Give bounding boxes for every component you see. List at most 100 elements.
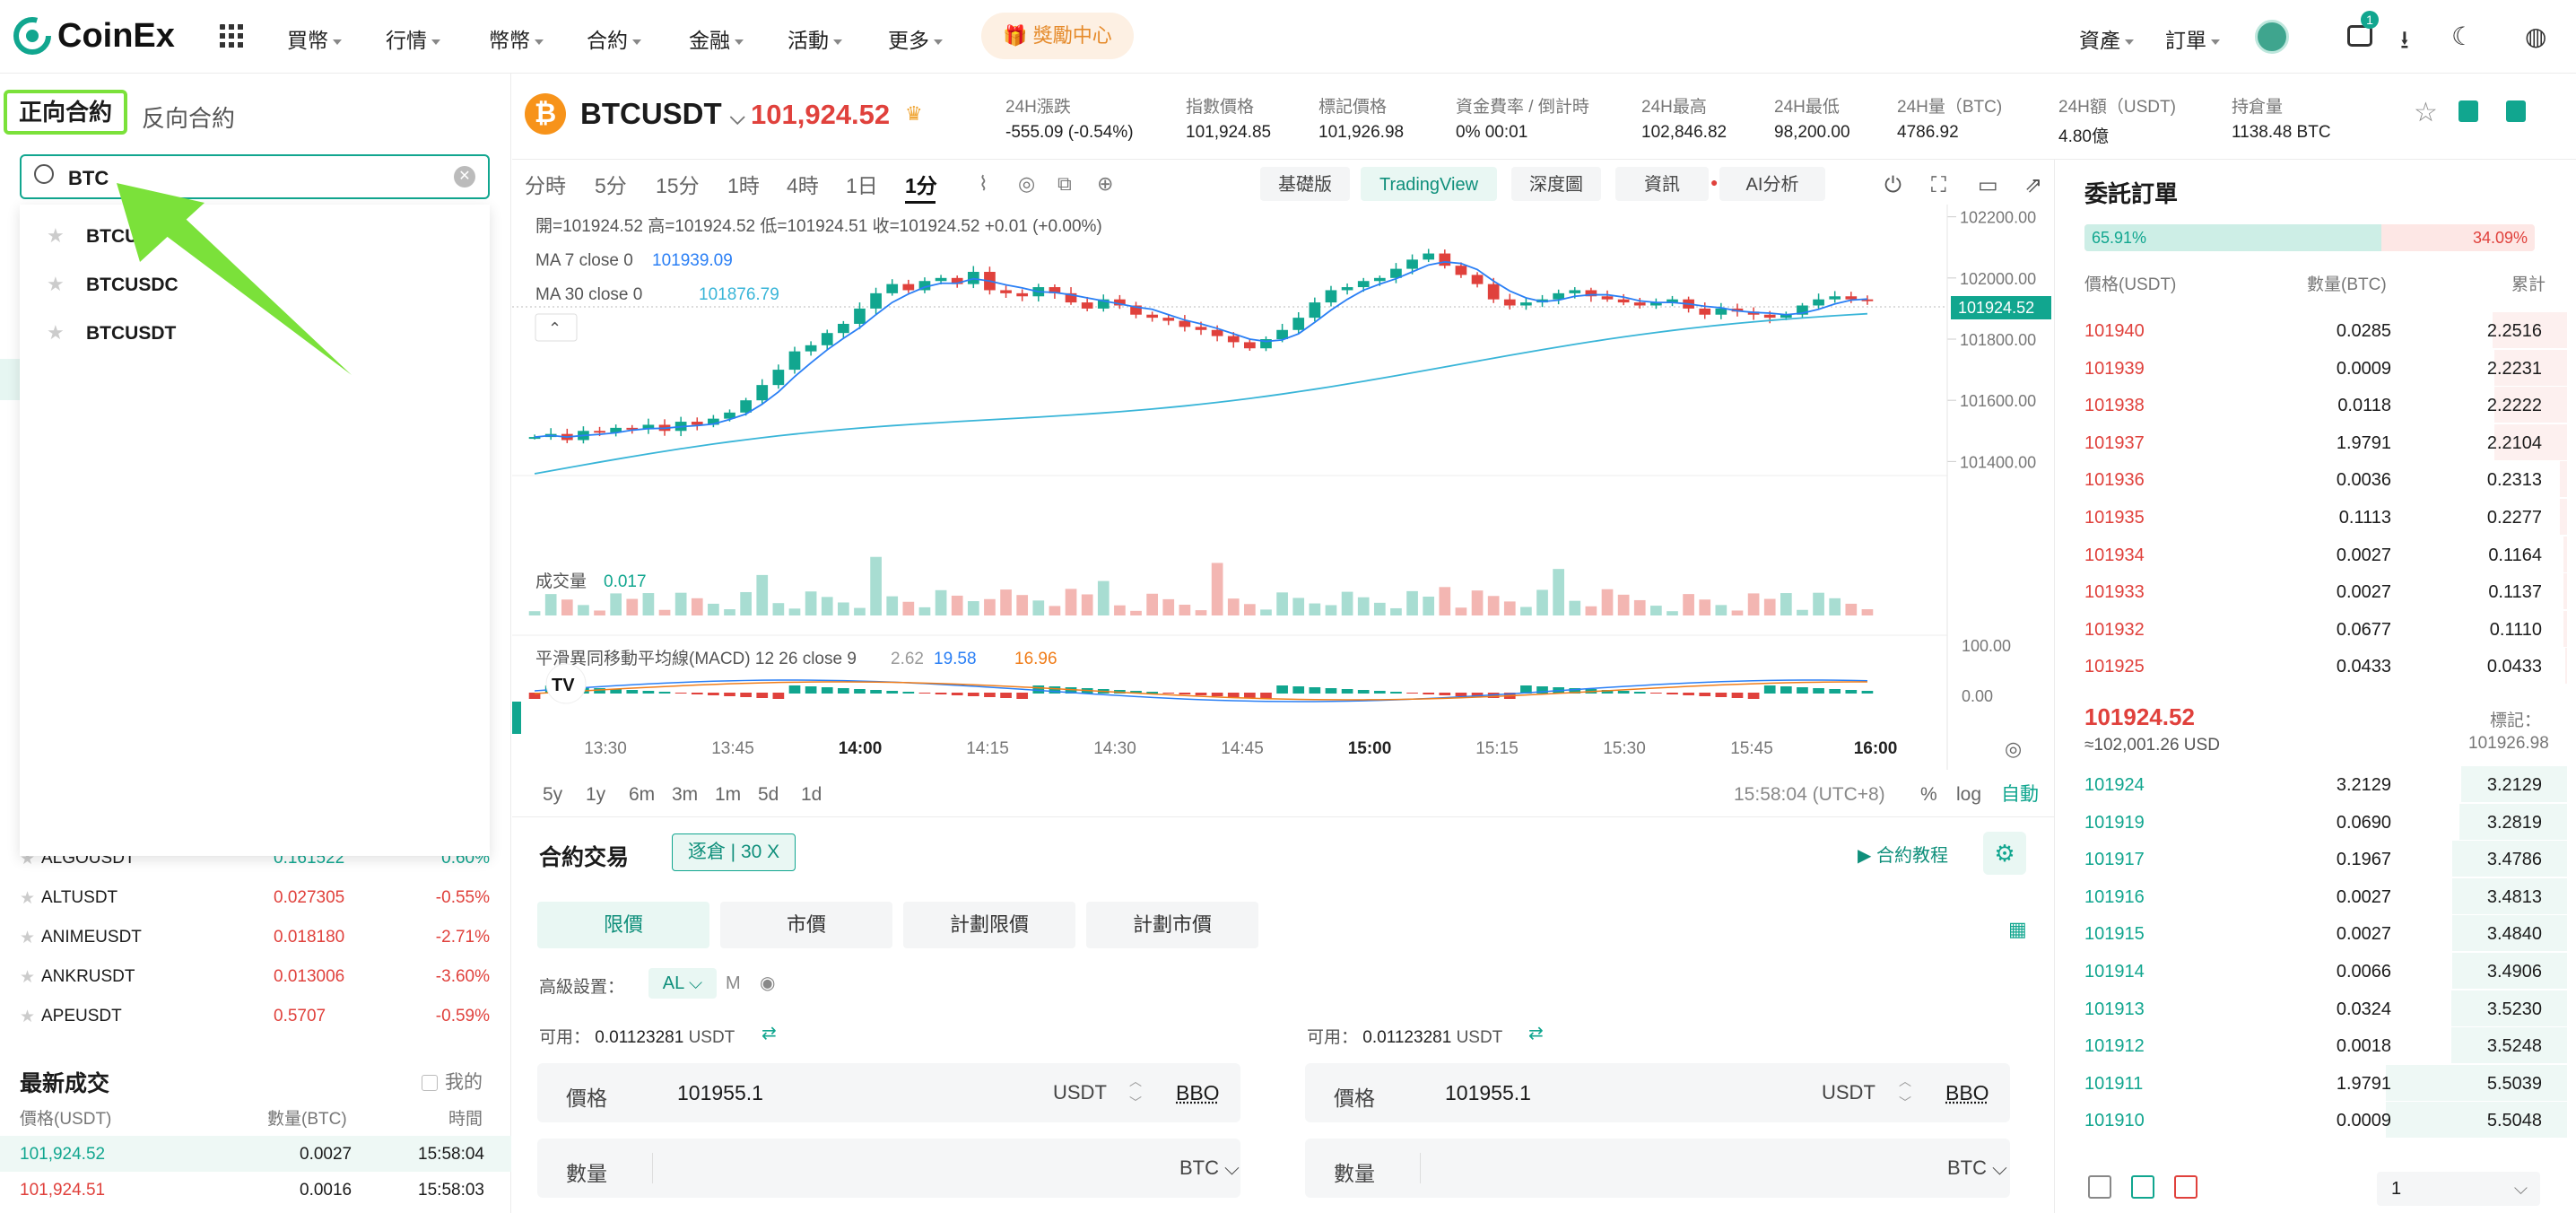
bid-row[interactable]: 101924 3.2129 3.2129 <box>2056 766 2576 803</box>
view-tab-bg[interactable] <box>1615 167 1709 201</box>
range-button-3[interactable]: 3m <box>672 784 698 805</box>
price-input[interactable]: 101955.1 <box>1445 1081 1531 1104</box>
ask-row[interactable]: 101932 0.0677 0.1110 <box>2056 610 2576 648</box>
suggestion-item[interactable]: ★ BTCUSDC <box>20 262 490 307</box>
suggestion-item[interactable]: ★ BTCUSDT <box>20 310 490 355</box>
share-icon[interactable]: ⇗ <box>2024 173 2042 197</box>
timeframe-6[interactable]: 1分 <box>905 174 937 197</box>
compare-icon[interactable]: ⧉ <box>1057 172 1072 195</box>
book-view-both-icon[interactable] <box>2088 1175 2111 1199</box>
market-row[interactable]: ★ APEUSDT 0.5707 -0.59% <box>0 996 511 1035</box>
bid-row[interactable]: 101915 0.0027 3.4840 <box>2056 915 2576 952</box>
range-button-5[interactable]: 5d <box>758 784 779 805</box>
nav-item-2[interactable]: 幣幣 <box>489 23 544 54</box>
quantity-field-sell[interactable]: 數量 BTC ⌵ <box>1305 1139 2010 1198</box>
tradingview-logo[interactable] <box>545 663 587 704</box>
quantity-field-buy[interactable]: 數量 BTC ⌵ <box>537 1139 1240 1198</box>
transfer-icon[interactable]: ⇄ <box>1528 1024 1544 1043</box>
timeframe-3[interactable]: 1時 <box>727 174 760 197</box>
tutorial-link[interactable]: ▶ 合約教程 <box>1858 841 1948 867</box>
search-field[interactable]: BTC ✕ <box>20 154 490 199</box>
bookmark-icon[interactable] <box>2506 100 2526 122</box>
view-tab-1[interactable]: TradingView <box>1379 175 1479 195</box>
m-option[interactable]: M <box>726 973 741 993</box>
advanced-select[interactable]: AL ⌵ <box>648 968 717 999</box>
market-row[interactable]: ★ ANIMEUSDT 0.018180 -2.71% <box>0 917 511 956</box>
download-icon[interactable]: ⭳ <box>2400 26 2409 54</box>
layout-icon[interactable]: ▦ <box>2008 918 2027 940</box>
tab-inverse-contract[interactable]: 反向合約 <box>142 105 236 132</box>
view-tab-bg[interactable] <box>1719 167 1825 201</box>
range-button-4[interactable]: 1m <box>715 784 741 805</box>
view-tab-2[interactable]: 深度圖 <box>1529 174 1583 195</box>
range-button-2[interactable]: 6m <box>629 784 655 805</box>
orders-menu[interactable]: 訂單 <box>2165 23 2220 54</box>
nav-item-3[interactable]: 合約 <box>587 23 641 54</box>
view-tab-bg[interactable] <box>1260 167 1350 201</box>
coinex-logo[interactable]: CoinEx <box>13 16 175 56</box>
view-tab-3[interactable]: 資訊 <box>1644 174 1680 195</box>
side-collapse-handle[interactable] <box>512 702 521 734</box>
star-icon[interactable]: ★ <box>20 968 36 987</box>
ask-row[interactable]: 101933 0.0027 0.1137 <box>2056 573 2576 610</box>
star-icon[interactable]: ★ <box>47 224 65 247</box>
range-button-6[interactable]: 1d <box>801 784 822 805</box>
nav-item-1[interactable]: 行情 <box>386 23 440 54</box>
nav-item-0[interactable]: 買幣 <box>287 23 342 54</box>
message-icon[interactable] <box>2347 25 2372 47</box>
depth-select[interactable]: 1 ⌵ <box>2377 1172 2540 1206</box>
view-tab-0[interactable]: 基礎版 <box>1278 174 1332 195</box>
star-icon[interactable]: ★ <box>20 929 36 947</box>
market-row[interactable]: ★ ANKRUSDT 0.013006 -3.60% <box>0 956 511 996</box>
ask-row[interactable]: 101938 0.0118 2.2222 <box>2056 387 2576 423</box>
ask-row[interactable]: 101934 0.0027 0.1164 <box>2056 536 2576 573</box>
chevron-up-icon[interactable]: ⌃ <box>548 319 561 337</box>
add-icon[interactable]: ⊕ <box>1097 172 1113 195</box>
book-view-asks-icon[interactable] <box>2174 1175 2197 1199</box>
power-icon[interactable]: ⏻ <box>1884 173 1902 197</box>
range-button-1[interactable]: 1y <box>586 784 606 805</box>
order-type-tab[interactable]: 計劃市價 <box>1086 902 1258 948</box>
indicator-icon[interactable]: ⌇ <box>979 172 988 195</box>
search-input[interactable]: BTC <box>68 167 109 189</box>
transfer-icon[interactable]: ⇄ <box>761 1024 777 1043</box>
order-type-tab[interactable]: 限價 <box>537 902 709 948</box>
qty-unit-select[interactable]: BTC ⌵ <box>1947 1156 2007 1179</box>
bid-row[interactable]: 101919 0.0690 3.2819 <box>2056 803 2576 841</box>
book-view-bids-icon[interactable] <box>2131 1175 2154 1199</box>
tab-forward-contract[interactable]: 正向合約 <box>4 90 127 135</box>
nav-item-4[interactable]: 金融 <box>689 23 744 54</box>
eye-off-icon[interactable]: ◎ <box>1018 172 1035 195</box>
language-icon[interactable]: ◍ <box>2525 22 2547 50</box>
ask-row[interactable]: 101936 0.0036 0.2313 <box>2056 461 2576 498</box>
order-type-tab[interactable]: 市價 <box>720 902 892 948</box>
timeframe-5[interactable]: 1日 <box>846 174 878 197</box>
timeframe-0[interactable]: 分時 <box>525 174 566 197</box>
price-input[interactable]: 101955.1 <box>677 1081 763 1104</box>
dark-mode-icon[interactable]: ☾ <box>2451 22 2475 50</box>
ask-row[interactable]: 101940 0.0285 2.2516 <box>2056 312 2576 349</box>
apps-grid-icon[interactable] <box>220 24 243 48</box>
fullscreen-icon[interactable]: ⛶ <box>1930 173 1946 197</box>
symbol-selector[interactable]: BTCUSDT ⌵ <box>580 97 745 131</box>
market-row[interactable]: ★ ALTUSDT 0.027305 -0.55% <box>0 877 511 917</box>
nav-item-5[interactable]: 活動 <box>788 23 842 54</box>
collapse-legend-button[interactable] <box>535 313 578 342</box>
bid-row[interactable]: 101911 1.9791 5.5039 <box>2056 1064 2576 1102</box>
bbo-button-sell[interactable]: BBO <box>1933 1063 2010 1122</box>
bid-row[interactable]: 101912 0.0018 3.5248 <box>2056 1027 2576 1064</box>
order-type-tab[interactable]: 計劃限價 <box>903 902 1075 948</box>
price-field-sell[interactable]: 價格 101955.1 USDT ︿ ﹀ <box>1305 1063 1944 1122</box>
ask-row[interactable]: 101937 1.9791 2.2104 <box>2056 423 2576 461</box>
bbo-button-buy[interactable]: BBO <box>1163 1063 1240 1122</box>
mine-toggle[interactable]: 我的 <box>422 1068 483 1095</box>
ask-row[interactable]: 101925 0.0433 0.0433 <box>2056 648 2576 685</box>
clear-icon[interactable]: ✕ <box>454 166 475 188</box>
book-icon[interactable] <box>2459 100 2478 122</box>
stepper-icon[interactable]: ︿ ﹀ <box>1899 1074 1911 1110</box>
percent-toggle[interactable]: % <box>1920 784 1937 805</box>
eye-icon[interactable]: ◉ <box>760 973 776 993</box>
range-button-0[interactable]: 5y <box>543 784 563 805</box>
layout-icon[interactable]: ▭ <box>1978 173 1998 197</box>
avatar[interactable] <box>2255 20 2289 54</box>
